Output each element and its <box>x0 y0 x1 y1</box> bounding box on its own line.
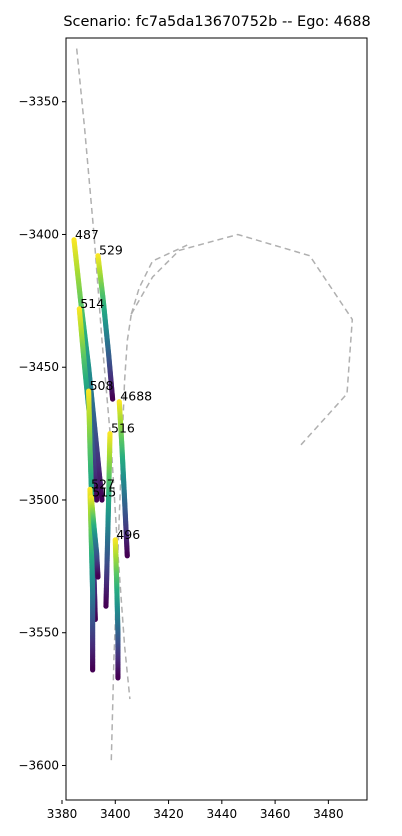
agent-label-515: 515 <box>92 484 116 499</box>
trajectory-point <box>95 574 101 580</box>
agent-label-508: 508 <box>90 378 114 393</box>
trajectory-point <box>90 667 96 673</box>
y-tick-label: −3350 <box>18 95 59 109</box>
trajectory-point <box>94 497 100 503</box>
agent-label-487: 487 <box>75 227 99 242</box>
trajectory-point <box>103 603 109 609</box>
plot-area-frame <box>65 37 368 801</box>
trajectory-4688 <box>116 399 130 559</box>
x-tick-label: 3380 <box>47 807 78 821</box>
trajectory-515 <box>88 494 101 580</box>
trajectory-point <box>110 396 116 402</box>
agent-label-527: 527 <box>91 476 115 491</box>
x-tick-label: 3480 <box>313 807 344 821</box>
trajectory-496 <box>112 537 121 681</box>
trajectory-529 <box>95 253 116 402</box>
y-tick-label: −3600 <box>18 758 59 772</box>
y-tick-label: −3500 <box>18 493 59 507</box>
trajectory-point <box>124 553 130 559</box>
trajectory-516 <box>103 431 113 609</box>
trajectory-527 <box>87 486 96 673</box>
trajectory-point <box>99 497 105 503</box>
map-line-4 <box>130 233 354 448</box>
y-axis: −3350 −3400 −3450 −3500 −3550 −3600 <box>18 95 66 772</box>
y-tick-label: −3400 <box>18 227 59 241</box>
x-axis: 3380 3400 3420 3440 3460 3480 <box>47 800 344 821</box>
y-tick-label: −3450 <box>18 360 59 374</box>
x-tick-label: 3400 <box>100 807 131 821</box>
agent-label-529: 529 <box>99 243 123 258</box>
agent-label-514: 514 <box>80 296 104 311</box>
trajectory-point <box>115 675 121 681</box>
map-line-3 <box>130 244 188 315</box>
x-tick-label: 3460 <box>260 807 291 821</box>
agent-label-4688: 4688 <box>120 389 152 404</box>
x-tick-label: 3420 <box>153 807 184 821</box>
chart-title: Scenario: fc7a5da13670752b -- Ego: 4688 <box>63 14 370 30</box>
agent-label-516: 516 <box>111 421 135 436</box>
x-tick-label: 3440 <box>207 807 238 821</box>
y-tick-label: −3550 <box>18 626 59 640</box>
map-line-1 <box>75 48 131 700</box>
agent-label-496: 496 <box>116 527 140 542</box>
agent-trajectories <box>71 237 130 681</box>
